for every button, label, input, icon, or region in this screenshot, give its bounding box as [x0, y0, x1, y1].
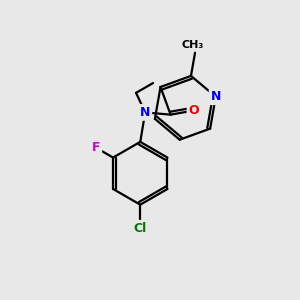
Text: Cl: Cl	[134, 222, 147, 235]
Text: CH₃: CH₃	[182, 40, 204, 50]
Text: O: O	[188, 104, 199, 117]
Text: N: N	[140, 106, 150, 119]
Text: F: F	[92, 141, 100, 154]
Text: N: N	[211, 90, 221, 103]
